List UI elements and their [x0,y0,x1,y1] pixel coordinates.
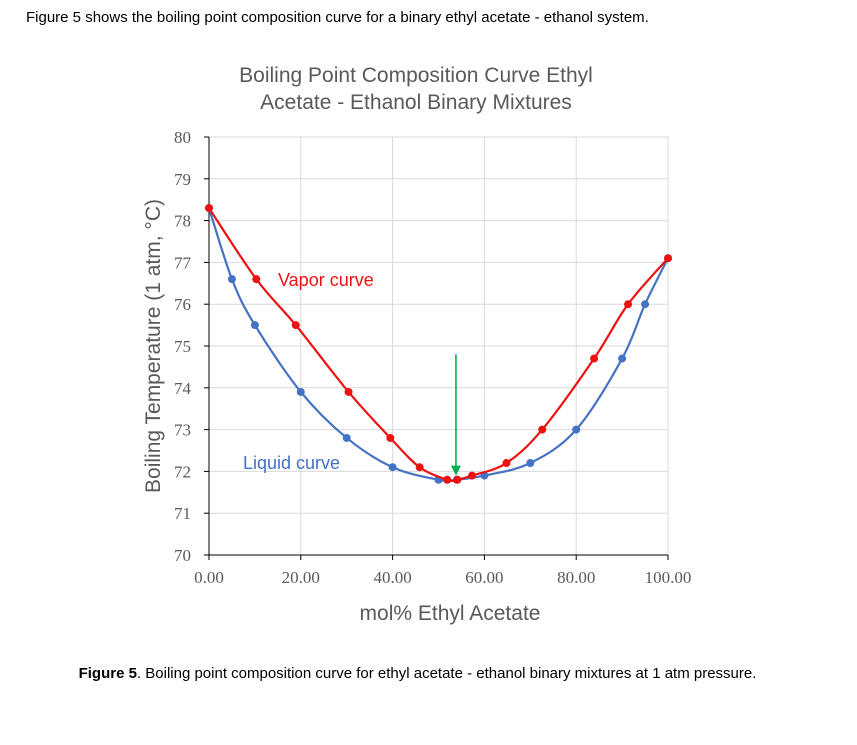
boiling-point-chart: Boiling Point Composition Curve Ethyl Ac… [142,64,691,625]
liquid-curve-label: Liquid curve [243,453,340,473]
y-tick-label: 71 [174,504,191,523]
liquid-curve-point [618,354,627,363]
liquid-curve-point [572,425,581,434]
liquid-curve-point [342,433,351,442]
chart-title-line-1: Boiling Point Composition Curve Ethyl [239,64,593,87]
y-tick-label: 74 [174,379,192,398]
x-tick-label: 80.00 [557,568,595,587]
vapor-curve-point [344,387,353,396]
vapor-curve-point [664,254,672,263]
x-axis-title: mol% Ethyl Acetate [360,602,541,625]
vapor-curve-point [453,475,462,484]
x-tick-label: 100.00 [645,568,692,587]
vapor-curve-line [208,207,669,482]
vapor-curve-point [252,275,261,284]
vapor-curve-point [468,471,477,480]
series [205,204,672,484]
liquid-curve-point [296,387,305,396]
x-tick-label: 40.00 [373,568,411,587]
y-tick-label: 70 [174,546,191,565]
y-tick-label: 72 [174,462,191,481]
vapor-curve-point [538,425,547,434]
annotations [450,354,461,476]
vapor-curve-point [443,475,452,484]
intro-text: Figure 5 shows the boiling point composi… [26,9,649,26]
axes: 70 71 72 73 74 75 76 77 78 79 80 0.00 20.00 40.00 60.0… [174,128,691,587]
liquid-curve-point [526,459,535,468]
vapor-curve-point [502,459,511,468]
y-tick-label: 75 [174,337,191,356]
y-tick-label: 79 [174,170,191,189]
x-tick-label: 0.00 [194,568,224,587]
y-tick-label: 78 [174,212,191,231]
x-tick-label: 60.00 [465,568,503,587]
y-tick-label: 80 [174,128,191,147]
chart-title-line-2: Acetate - Ethanol Binary Mixtures [260,91,572,114]
vapor-curve-point [205,204,213,213]
grid [209,137,668,555]
y-tick-label: 76 [174,295,191,314]
vapor-curve-point [291,321,300,330]
vapor-curve-label: Vapor curve [278,270,374,290]
arrow-head [450,465,461,476]
vapor-curve-point [415,463,424,472]
y-tick-label: 77 [174,253,192,272]
y-tick-label: 73 [174,421,191,440]
y-axis-title: Boiling Temperature (1 atm, °C) [142,199,165,493]
liquid-curve-line [207,207,669,482]
vapor-curve-point [590,354,599,363]
figure-caption: Figure 5. Boiling point composition curv… [20,662,815,685]
vapor-curve-point [386,433,395,442]
x-tick-label: 20.00 [282,568,320,587]
liquid-curve-point [641,300,650,309]
caption-label: Figure 5 [78,665,137,682]
caption-text: . Boiling point composition curve for et… [136,665,757,682]
liquid-curve-point [227,275,236,284]
vapor-curve-point [624,300,633,309]
liquid-curve-point [250,321,259,330]
liquid-curve-point [388,463,397,472]
